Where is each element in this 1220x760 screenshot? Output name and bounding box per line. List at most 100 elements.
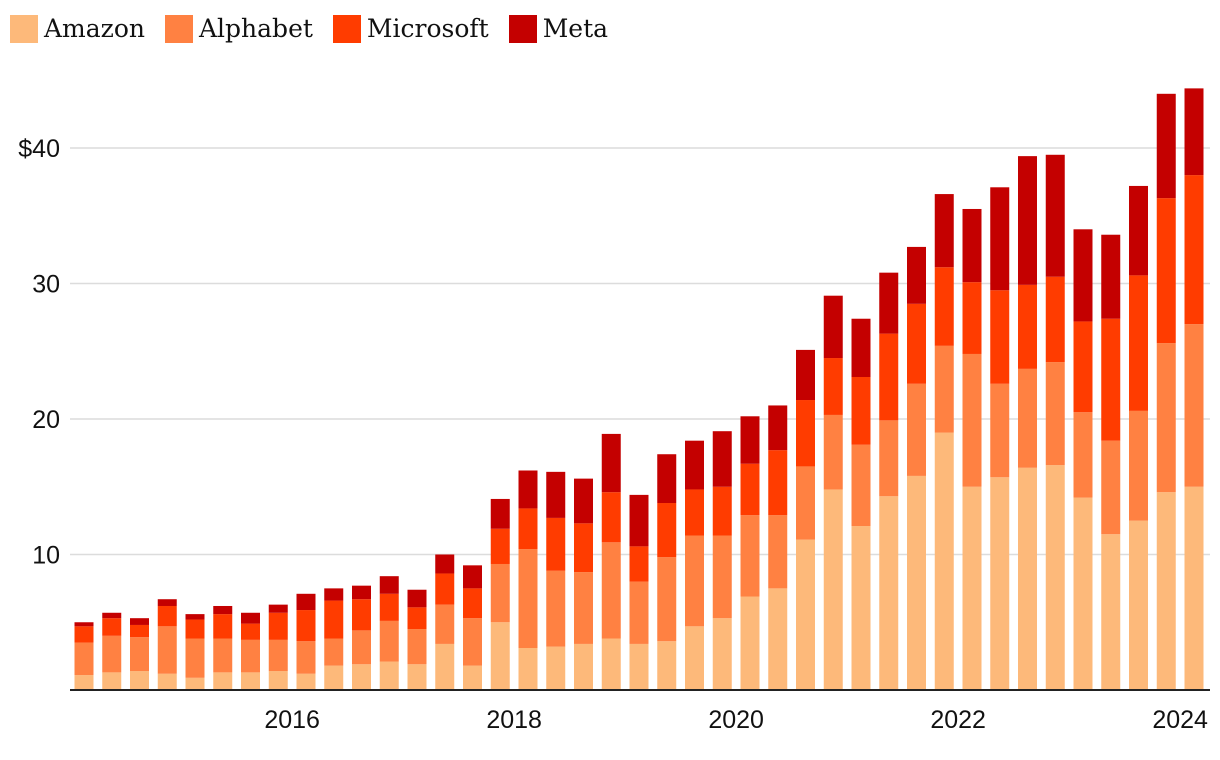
bar-segment-amazon[interactable]: Q4 2019 — Amazon: 4.7 bbox=[685, 626, 704, 690]
bar-stack[interactable]: Q1 2024 — Amazon: 14.6Q1 2024 — Alphabet… bbox=[1156, 93, 1176, 690]
bar-segment-microsoft[interactable]: Q3 2019 — Microsoft: 4 bbox=[657, 503, 677, 558]
bar-segment-microsoft[interactable]: Q1 2023 — Microsoft: 6.3 bbox=[1045, 276, 1065, 363]
bar-segment-meta[interactable]: Q4 2018 — Meta: 3.3 bbox=[574, 478, 593, 524]
bar-segment-meta[interactable]: Q1 2021 — Meta: 4.6 bbox=[823, 295, 843, 359]
bar-segment-alphabet[interactable]: Q3 2023 — Alphabet: 6.9 bbox=[1101, 440, 1121, 535]
bar-segment-microsoft[interactable]: Q1 2020 — Microsoft: 3.6 bbox=[712, 486, 732, 536]
bar-stack[interactable]: Q1 2023 — Amazon: 16.6Q1 2023 — Alphabet… bbox=[1045, 154, 1065, 690]
bar-segment-microsoft[interactable]: Q4 2022 — Microsoft: 6.2 bbox=[1018, 284, 1037, 369]
bar-segment-microsoft[interactable]: Q1 2019 — Microsoft: 3.7 bbox=[601, 492, 621, 543]
bar-segment-amazon[interactable]: Q1 2017 — Amazon: 2.1 bbox=[379, 661, 399, 690]
bar-segment-alphabet[interactable]: Q2 2021 — Alphabet: 6 bbox=[851, 444, 871, 527]
bar-segment-meta[interactable]: Q2 2014 — Meta: 0.3 bbox=[74, 622, 94, 627]
bar-segment-microsoft[interactable]: Q3 2021 — Microsoft: 6.4 bbox=[879, 333, 899, 421]
bar-segment-amazon[interactable]: Q3 2022 — Amazon: 15.7 bbox=[990, 477, 1010, 690]
bar-segment-amazon[interactable]: Q2 2022 — Amazon: 15 bbox=[962, 486, 982, 690]
bar-segment-alphabet[interactable]: Q1 2024 — Alphabet: 11 bbox=[1156, 343, 1176, 493]
legend-item-microsoft[interactable]: Microsoft bbox=[332, 14, 489, 43]
bar-segment-microsoft[interactable]: Q3 2015 — Microsoft: 1.8 bbox=[213, 614, 233, 639]
bar-segment-meta[interactable]: Q1 2020 — Meta: 4.1 bbox=[712, 431, 732, 487]
bar-segment-amazon[interactable]: Q1 2016 — Amazon: 1.4 bbox=[268, 671, 288, 690]
bar-segment-amazon[interactable]: Q4 2016 — Amazon: 1.9 bbox=[352, 664, 371, 690]
bar-segment-microsoft[interactable]: Q4 2019 — Microsoft: 3.4 bbox=[685, 489, 704, 536]
bar-segment-amazon[interactable]: Q3 2014 — Amazon: 1.3 bbox=[102, 672, 122, 690]
bar-segment-amazon[interactable]: Q2 2021 — Amazon: 12.1 bbox=[851, 526, 871, 690]
bar-segment-microsoft[interactable]: Q2 2014 — Microsoft: 1.2 bbox=[74, 626, 94, 643]
bar-segment-amazon[interactable]: Q4 2023 — Amazon: 12.5 bbox=[1129, 520, 1148, 690]
bar-stack[interactable]: Q1 2017 — Amazon: 2.1Q1 2017 — Alphabet:… bbox=[379, 576, 399, 690]
bar-segment-amazon[interactable]: Q2 2020 — Amazon: 6.9 bbox=[740, 596, 760, 690]
bar-segment-meta[interactable]: Q4 2023 — Meta: 6.6 bbox=[1129, 185, 1148, 276]
bar-segment-meta[interactable]: Q4 2017 — Meta: 1.7 bbox=[463, 565, 482, 589]
bar-segment-microsoft[interactable]: Q1 2017 — Microsoft: 2 bbox=[379, 593, 399, 621]
bar-stack[interactable]: Q4 2022 — Amazon: 16.4Q4 2022 — Alphabet… bbox=[1018, 156, 1037, 690]
bar-segment-microsoft[interactable]: Q4 2021 — Microsoft: 5.9 bbox=[907, 303, 926, 384]
bar-segment-alphabet[interactable]: Q2 2023 — Alphabet: 6.3 bbox=[1073, 412, 1093, 498]
bar-segment-microsoft[interactable]: Q2 2019 — Microsoft: 2.6 bbox=[629, 546, 649, 582]
bar-segment-meta[interactable]: Q3 2015 — Meta: 0.6 bbox=[213, 605, 233, 615]
bar-segment-meta[interactable]: Q4 2016 — Meta: 1 bbox=[352, 585, 371, 600]
bar-stack[interactable]: Q3 2019 — Amazon: 3.6Q3 2019 — Alphabet:… bbox=[657, 454, 677, 690]
legend-item-amazon[interactable]: Amazon bbox=[10, 14, 145, 43]
bar-segment-microsoft[interactable]: Q4 2017 — Microsoft: 2.2 bbox=[463, 588, 482, 619]
bar-stack[interactable]: Q3 2015 — Amazon: 1.3Q3 2015 — Alphabet:… bbox=[213, 605, 233, 690]
bar-segment-meta[interactable]: Q1 2022 — Meta: 5.4 bbox=[934, 194, 954, 268]
bar-segment-microsoft[interactable]: Q1 2018 — Microsoft: 2.6 bbox=[490, 528, 510, 564]
bar-segment-microsoft[interactable]: Q2 2017 — Microsoft: 1.6 bbox=[407, 607, 427, 630]
bar-segment-alphabet[interactable]: Q1 2019 — Alphabet: 7.1 bbox=[601, 542, 621, 639]
bar-segment-meta[interactable]: Q1 2018 — Meta: 2.2 bbox=[490, 498, 510, 529]
bar-segment-alphabet[interactable]: Q2 2020 — Alphabet: 6 bbox=[740, 515, 760, 597]
bar-segment-amazon[interactable]: Q1 2019 — Amazon: 3.8 bbox=[601, 638, 621, 690]
bar-segment-meta[interactable]: Q1 2015 — Meta: 0.5 bbox=[157, 599, 177, 606]
bar-segment-amazon[interactable]: Q3 2020 — Amazon: 7.5 bbox=[768, 588, 788, 690]
bar-stack[interactable]: Q3 2017 — Amazon: 3.4Q3 2017 — Alphabet:… bbox=[435, 554, 455, 691]
bar-segment-microsoft[interactable]: Q2 2021 — Microsoft: 5 bbox=[851, 376, 871, 445]
bar-segment-meta[interactable]: Q3 2023 — Meta: 6.2 bbox=[1101, 234, 1121, 319]
bar-segment-microsoft[interactable]: Q3 2016 — Microsoft: 2.8 bbox=[324, 600, 344, 639]
bar-segment-microsoft[interactable]: Q2 2023 — Microsoft: 6.7 bbox=[1073, 321, 1093, 413]
bar-segment-microsoft[interactable]: Q4 2016 — Microsoft: 2.3 bbox=[352, 599, 371, 631]
bar-stack[interactable]: Q4 2023 — Amazon: 12.5Q4 2023 — Alphabet… bbox=[1129, 185, 1148, 690]
bar-segment-microsoft[interactable]: Q1 2021 — Microsoft: 4.2 bbox=[823, 358, 843, 415]
bar-segment-alphabet[interactable]: Q2 2022 — Alphabet: 9.8 bbox=[962, 353, 982, 487]
bar-segment-amazon[interactable]: Q2 2017 — Amazon: 1.9 bbox=[407, 664, 427, 690]
bar-segment-alphabet[interactable]: Q3 2015 — Alphabet: 2.5 bbox=[213, 638, 233, 673]
bar-segment-meta[interactable]: Q2 2024 — Meta: 6.4 bbox=[1184, 88, 1204, 176]
bar-segment-meta[interactable]: Q3 2021 — Meta: 4.5 bbox=[879, 272, 899, 334]
bar-segment-amazon[interactable]: Q4 2015 — Amazon: 1.3 bbox=[241, 672, 260, 690]
bar-stack[interactable]: Q1 2022 — Amazon: 19Q1 2022 — Alphabet: … bbox=[934, 194, 954, 690]
bar-segment-alphabet[interactable]: Q3 2020 — Alphabet: 5.4 bbox=[768, 515, 788, 589]
bar-segment-meta[interactable]: Q2 2021 — Meta: 4.3 bbox=[851, 318, 871, 377]
bar-stack[interactable]: Q2 2015 — Amazon: 0.9Q2 2015 — Alphabet:… bbox=[185, 614, 205, 690]
bar-segment-amazon[interactable]: Q1 2018 — Amazon: 5 bbox=[490, 622, 510, 690]
bar-stack[interactable]: Q4 2018 — Amazon: 3.4Q4 2018 — Alphabet:… bbox=[574, 478, 593, 690]
bar-stack[interactable]: Q2 2016 — Amazon: 1.2Q2 2016 — Alphabet:… bbox=[296, 593, 316, 690]
bar-segment-alphabet[interactable]: Q3 2021 — Alphabet: 5.6 bbox=[879, 420, 899, 497]
bar-segment-alphabet[interactable]: Q3 2019 — Alphabet: 6.2 bbox=[657, 557, 677, 642]
bar-segment-alphabet[interactable]: Q1 2021 — Alphabet: 5.5 bbox=[823, 414, 843, 490]
bar-segment-meta[interactable]: Q2 2022 — Meta: 5.4 bbox=[962, 208, 982, 283]
bar-segment-meta[interactable]: Q3 2018 — Meta: 3.4 bbox=[546, 471, 566, 518]
bar-stack[interactable]: Q4 2017 — Amazon: 1.8Q4 2017 — Alphabet:… bbox=[463, 565, 482, 690]
bar-segment-microsoft[interactable]: Q3 2020 — Microsoft: 4.8 bbox=[768, 450, 788, 516]
bar-segment-alphabet[interactable]: Q3 2018 — Alphabet: 5.6 bbox=[546, 570, 566, 647]
bar-segment-amazon[interactable]: Q4 2018 — Amazon: 3.4 bbox=[574, 643, 593, 690]
bar-segment-meta[interactable]: Q3 2019 — Meta: 3.6 bbox=[657, 454, 677, 504]
bar-segment-microsoft[interactable]: Q3 2018 — Microsoft: 3.9 bbox=[546, 517, 566, 571]
bar-segment-alphabet[interactable]: Q1 2018 — Alphabet: 4.3 bbox=[490, 563, 510, 623]
bar-segment-alphabet[interactable]: Q4 2016 — Alphabet: 2.5 bbox=[352, 630, 371, 665]
bar-segment-meta[interactable]: Q4 2021 — Meta: 4.2 bbox=[907, 246, 926, 304]
bar-stack[interactable]: Q2 2014 — Amazon: 1.1Q2 2014 — Alphabet:… bbox=[74, 622, 94, 690]
bar-segment-alphabet[interactable]: Q3 2022 — Alphabet: 6.9 bbox=[990, 383, 1010, 478]
bar-segment-amazon[interactable]: Q2 2019 — Amazon: 3.4 bbox=[629, 643, 649, 690]
bar-stack[interactable]: Q3 2022 — Amazon: 15.7Q3 2022 — Alphabet… bbox=[990, 187, 1010, 690]
bar-stack[interactable]: Q1 2020 — Amazon: 5.3Q1 2020 — Alphabet:… bbox=[712, 431, 732, 690]
bar-segment-microsoft[interactable]: Q1 2016 — Microsoft: 2 bbox=[268, 612, 288, 640]
bar-segment-alphabet[interactable]: Q3 2017 — Alphabet: 2.9 bbox=[435, 604, 455, 644]
bar-segment-alphabet[interactable]: Q2 2024 — Alphabet: 12 bbox=[1184, 324, 1204, 487]
bar-segment-alphabet[interactable]: Q3 2016 — Alphabet: 2 bbox=[324, 638, 344, 666]
bar-stack[interactable]: Q4 2020 — Amazon: 11.1Q4 2020 — Alphabet… bbox=[796, 349, 815, 690]
bar-stack[interactable]: Q2 2020 — Amazon: 6.9Q2 2020 — Alphabet:… bbox=[740, 416, 760, 690]
bar-segment-microsoft[interactable]: Q1 2015 — Microsoft: 1.5 bbox=[157, 605, 177, 627]
bar-segment-amazon[interactable]: Q4 2020 — Amazon: 11.1 bbox=[796, 539, 815, 690]
